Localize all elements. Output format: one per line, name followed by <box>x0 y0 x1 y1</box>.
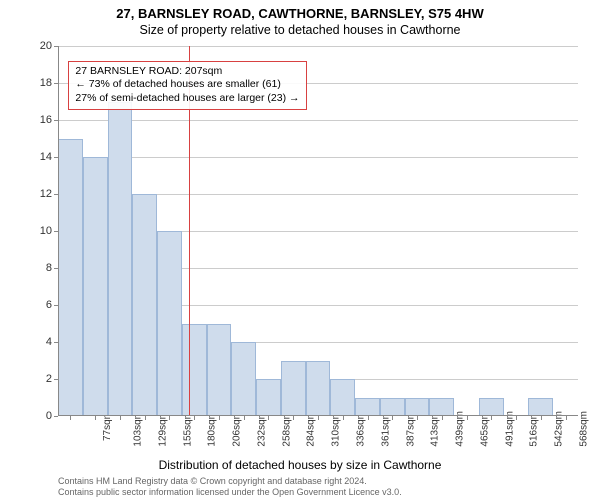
xtick-mark <box>95 416 96 420</box>
ytick-label: 6 <box>22 299 52 311</box>
xtick-label: 491sqm <box>504 411 515 447</box>
footer-credits: Contains HM Land Registry data © Crown c… <box>58 476 402 498</box>
histogram-bar <box>231 342 256 416</box>
xtick-mark <box>541 416 542 420</box>
xtick-label: 516sqm <box>529 411 540 447</box>
xtick-label: 310sqm <box>331 411 342 447</box>
annotation-line: 27 BARNSLEY ROAD: 207sqm <box>75 65 299 79</box>
xtick-mark <box>70 416 71 420</box>
histogram-bar <box>256 379 281 416</box>
xtick-mark <box>343 416 344 420</box>
histogram-bar <box>429 398 454 417</box>
xtick-mark <box>516 416 517 420</box>
xtick-label: 206sqm <box>232 411 243 447</box>
xtick-label: 155sqm <box>182 411 193 447</box>
page-subtitle: Size of property relative to detached ho… <box>0 21 600 37</box>
xtick-mark <box>268 416 269 420</box>
ytick-label: 10 <box>22 225 52 237</box>
xtick-mark <box>442 416 443 420</box>
xtick-label: 568sqm <box>578 411 589 447</box>
grid-line <box>58 120 578 121</box>
xtick-mark <box>417 416 418 420</box>
xtick-label: 180sqm <box>207 411 218 447</box>
xtick-mark <box>293 416 294 420</box>
x-axis-line <box>58 415 578 416</box>
xtick-label: 413sqm <box>430 411 441 447</box>
annotation-box: 27 BARNSLEY ROAD: 207sqm← 73% of detache… <box>68 61 306 110</box>
xtick-label: 103sqm <box>133 411 144 447</box>
histogram-bar <box>380 398 405 417</box>
ytick-label: 18 <box>22 77 52 89</box>
xtick-mark <box>145 416 146 420</box>
footer-line: Contains public sector information licen… <box>58 487 402 498</box>
xtick-label: 439sqm <box>455 411 466 447</box>
histogram-bar <box>83 157 108 416</box>
ytick-label: 12 <box>22 188 52 200</box>
xtick-label: 465sqm <box>479 411 490 447</box>
xtick-mark <box>491 416 492 420</box>
histogram-bar <box>182 324 207 417</box>
xtick-label: 336sqm <box>356 411 367 447</box>
plot-region: 0246810121416182077sqm103sqm129sqm155sqm… <box>58 46 578 416</box>
chart-area: 0246810121416182077sqm103sqm129sqm155sqm… <box>58 46 578 416</box>
footer-line: Contains HM Land Registry data © Crown c… <box>58 476 402 487</box>
xtick-mark <box>120 416 121 420</box>
chart-container: 27, BARNSLEY ROAD, CAWTHORNE, BARNSLEY, … <box>0 0 600 500</box>
xtick-mark <box>169 416 170 420</box>
xtick-label: 542sqm <box>554 411 565 447</box>
xtick-mark <box>219 416 220 420</box>
histogram-bar <box>132 194 157 416</box>
xtick-mark <box>368 416 369 420</box>
ytick-label: 16 <box>22 114 52 126</box>
grid-line <box>58 46 578 47</box>
histogram-bar <box>405 398 430 417</box>
ytick-mark <box>54 416 58 417</box>
xtick-label: 258sqm <box>281 411 292 447</box>
xtick-mark <box>467 416 468 420</box>
ytick-label: 20 <box>22 40 52 52</box>
annotation-line: 27% of semi-detached houses are larger (… <box>75 92 299 106</box>
histogram-bar <box>479 398 504 417</box>
histogram-bar <box>108 102 133 417</box>
y-axis-line <box>58 46 59 416</box>
xtick-label: 129sqm <box>157 411 168 447</box>
histogram-bar <box>281 361 306 417</box>
xtick-label: 361sqm <box>380 411 391 447</box>
xtick-label: 387sqm <box>405 411 416 447</box>
histogram-bar <box>330 379 355 416</box>
histogram-bar <box>355 398 380 417</box>
annotation-line: ← 73% of detached houses are smaller (61… <box>75 78 299 92</box>
histogram-bar <box>157 231 182 416</box>
xtick-mark <box>194 416 195 420</box>
histogram-bar <box>58 139 83 417</box>
xtick-mark <box>244 416 245 420</box>
histogram-bar <box>207 324 232 417</box>
ytick-label: 0 <box>22 410 52 422</box>
ytick-label: 2 <box>22 373 52 385</box>
xtick-label: 284sqm <box>306 411 317 447</box>
xtick-mark <box>566 416 567 420</box>
xtick-mark <box>318 416 319 420</box>
ytick-label: 4 <box>22 336 52 348</box>
x-axis-label: Distribution of detached houses by size … <box>0 458 600 472</box>
page-title: 27, BARNSLEY ROAD, CAWTHORNE, BARNSLEY, … <box>0 0 600 21</box>
grid-line <box>58 157 578 158</box>
xtick-mark <box>392 416 393 420</box>
ytick-label: 8 <box>22 262 52 274</box>
ytick-label: 14 <box>22 151 52 163</box>
histogram-bar <box>306 361 331 417</box>
xtick-label: 232sqm <box>257 411 268 447</box>
histogram-bar <box>528 398 553 417</box>
